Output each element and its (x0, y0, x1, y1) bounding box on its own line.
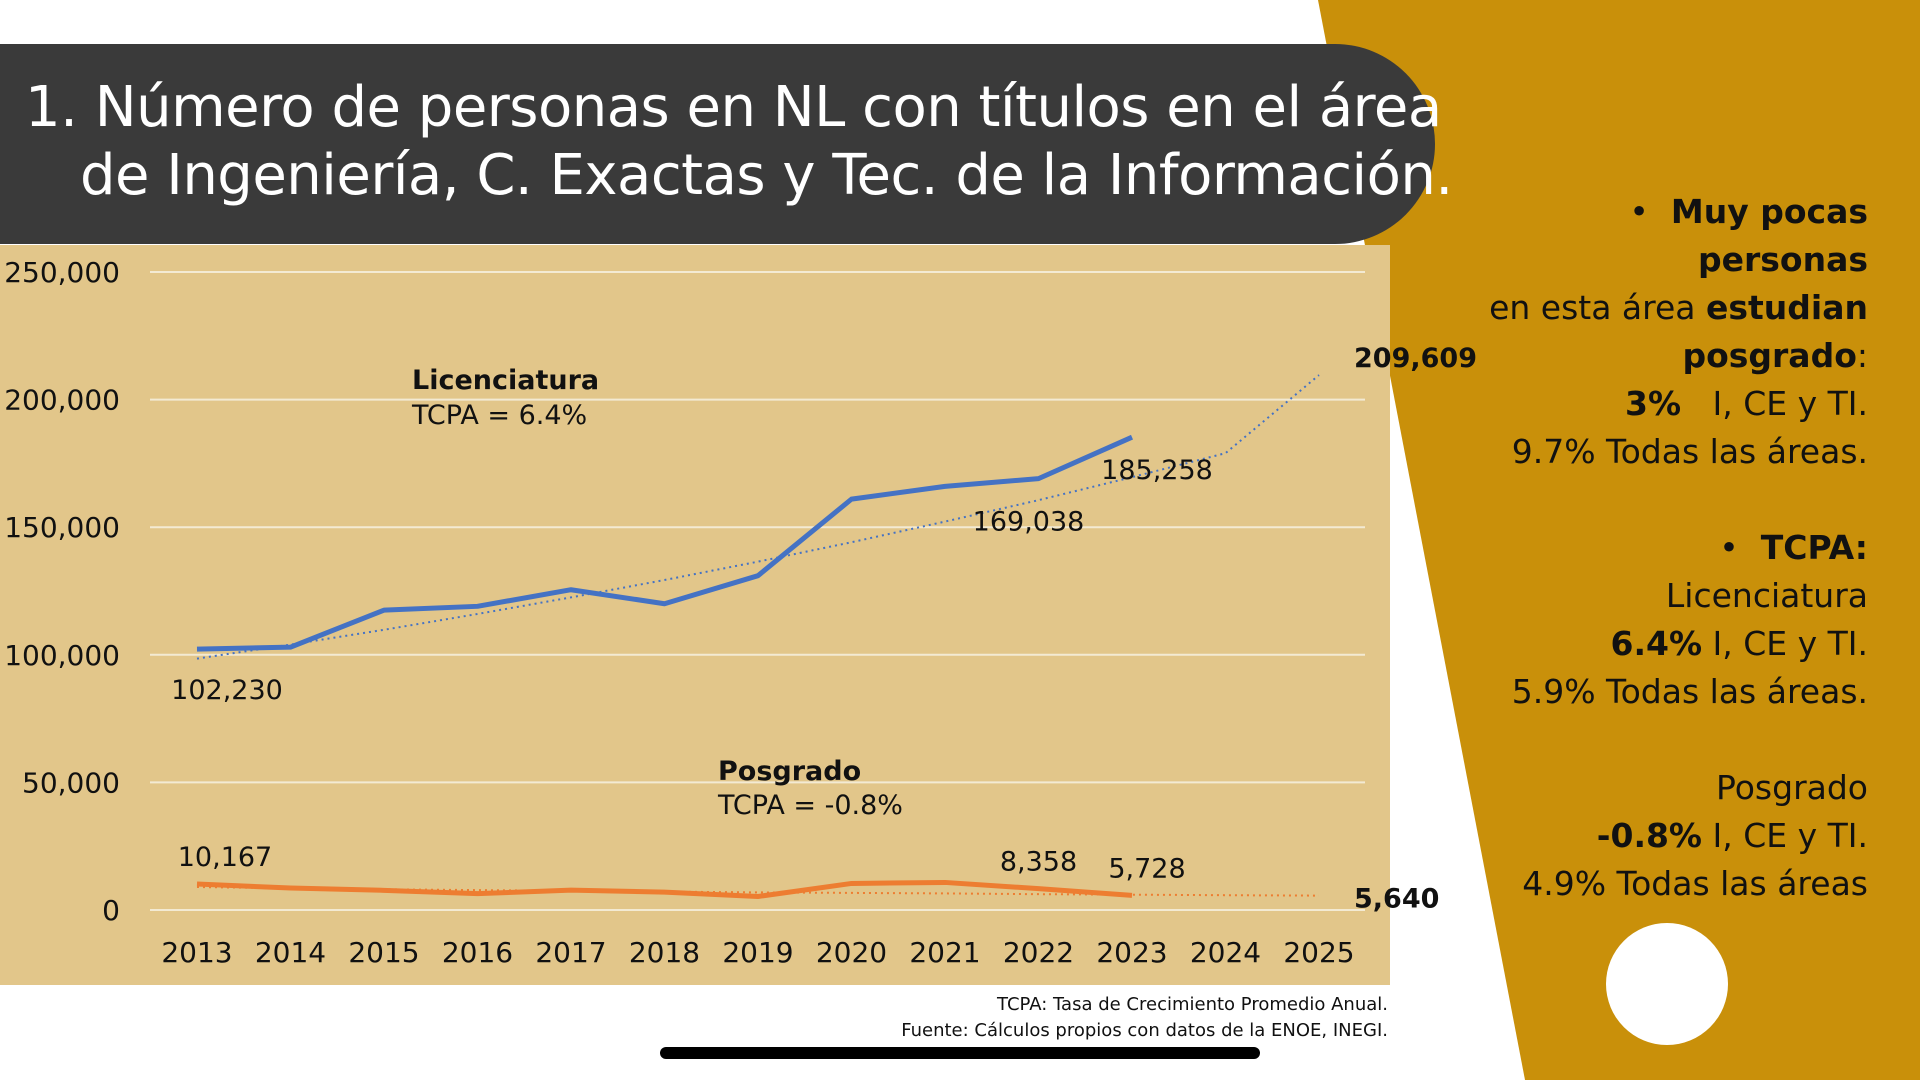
x-tick-label: 2024 (1190, 936, 1261, 969)
data-label: 185,258 (1101, 455, 1213, 486)
footnote-line-1: TCPA: Tasa de Crecimiento Promedio Anual… (997, 994, 1388, 1015)
summary-pct-line: 3% I, CE y TI. (1448, 380, 1868, 428)
summary-bullet-1-line-3: posgrado: (1448, 332, 1868, 380)
summary-lic-line: 6.4% I, CE y TI. (1448, 620, 1868, 668)
series-annotation-tcpa: TCPA = -0.8% (717, 790, 903, 821)
summary-text: en esta área (1489, 288, 1706, 327)
summary-bullet-1-line-2: en esta área estudian (1448, 284, 1868, 332)
summary-text: I, CE y TI. (1702, 624, 1869, 663)
summary-pct-all: 9.7% Todas las áreas. (1511, 432, 1868, 471)
side-summary: • Muy pocas personas en esta área estudia… (1448, 188, 1868, 908)
summary-pos-line: -0.8% I, CE y TI. (1448, 812, 1868, 860)
summary-bullet-1-bold: Muy pocas personas (1670, 192, 1868, 279)
x-tick-label: 2021 (909, 936, 980, 969)
x-tick-label: 2014 (255, 936, 326, 969)
series-lines (196, 434, 1134, 899)
x-axis: 2013 2014 2015 2016 2017 2018 2019 2020 2021 2022… (161, 936, 1354, 969)
y-tick-label: 100,000 (4, 639, 120, 672)
data-labels: 102,230 169,038 185,258 209,609 10,167 8,358 5… (171, 343, 1477, 915)
summary-text: I, CE y TI. (1702, 816, 1869, 855)
summary-bullet-1: • Muy pocas personas (1448, 188, 1868, 284)
footnote: TCPA: Tasa de Crecimiento Promedio Anual… (901, 992, 1388, 1044)
summary-pct-bold: 3% (1624, 384, 1682, 423)
series-line-1 (196, 879, 1133, 899)
summary-bold: estudian (1706, 288, 1868, 327)
chart-background (0, 245, 1390, 985)
summary-lic-bold: 6.4% (1610, 624, 1703, 663)
data-label: 10,167 (178, 842, 272, 873)
x-tick-label: 2015 (348, 936, 419, 969)
summary-pos-label: Posgrado (1716, 768, 1868, 807)
y-tick-label: 200,000 (4, 384, 120, 417)
y-tick-label: 250,000 (4, 256, 120, 289)
series-line-0 (196, 434, 1134, 652)
home-indicator-bar[interactable] (660, 1047, 1260, 1059)
bullet-icon: • (1719, 528, 1739, 567)
x-tick-label: 2025 (1283, 936, 1354, 969)
summary-bullet-2: • TCPA: (1448, 524, 1868, 572)
chart-gridlines (150, 271, 1365, 911)
series-annotation-name: Licenciatura (412, 365, 599, 396)
data-label: 5,728 (1108, 853, 1185, 884)
data-label: 8,358 (1000, 847, 1077, 878)
footnote-line-2: Fuente: Cálculos propios con datos de la… (901, 1020, 1388, 1041)
x-tick-label: 2020 (816, 936, 887, 969)
x-tick-label: 2017 (535, 936, 606, 969)
summary-bold: posgrado (1682, 336, 1857, 375)
bullet-icon: • (1629, 192, 1649, 231)
slide-title-line-1: 1. Número de personas en NL con títulos … (25, 75, 1442, 140)
data-label: 102,230 (171, 675, 283, 706)
trend-end-label: 209,609 (1354, 343, 1477, 374)
y-axis: 0 50,000 100,000 150,000 200,000 250,000 (4, 256, 120, 927)
y-tick-label: 50,000 (22, 766, 120, 799)
y-tick-label: 150,000 (4, 511, 120, 544)
trend-end-label: 5,640 (1354, 884, 1439, 915)
x-tick-label: 2019 (722, 936, 793, 969)
x-tick-label: 2013 (161, 936, 232, 969)
x-tick-label: 2023 (1096, 936, 1167, 969)
slide-title-line-2: de Ingeniería, C. Exactas y Tec. de la I… (80, 143, 1453, 208)
series-annotation-name: Posgrado (718, 756, 861, 787)
series-annotation-tcpa: TCPA = 6.4% (411, 400, 587, 431)
summary-pos-bold: -0.8% (1596, 816, 1703, 855)
title-banner (0, 44, 1435, 244)
summary-text: : (1856, 336, 1868, 375)
x-tick-label: 2018 (629, 936, 700, 969)
x-tick-label: 2022 (1003, 936, 1074, 969)
data-label: 169,038 (973, 507, 1085, 538)
summary-bullet-2-bold: TCPA: (1760, 528, 1868, 567)
summary-lic-all: 5.9% Todas las áreas. (1511, 672, 1868, 711)
summary-lic-label: Licenciatura (1665, 576, 1868, 615)
summary-text: I, CE y TI. (1712, 384, 1869, 423)
y-tick-label: 0 (102, 894, 120, 927)
summary-pos-all: 4.9% Todas las áreas (1522, 864, 1868, 903)
x-tick-label: 2016 (442, 936, 513, 969)
white-circle-decoration (1606, 923, 1728, 1045)
